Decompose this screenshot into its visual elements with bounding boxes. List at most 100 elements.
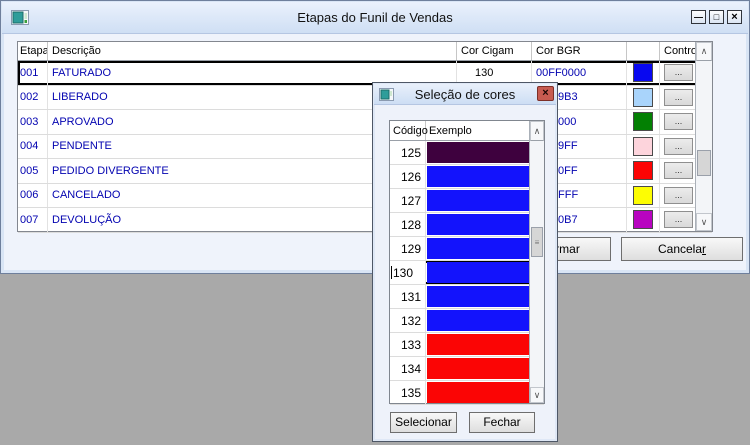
cell-etapa: 004 [18, 134, 48, 158]
color-sample [427, 286, 530, 307]
row-controls-button[interactable]: ... [664, 137, 693, 155]
cell-cor-bgr: 000 [558, 115, 577, 128]
fechar-button[interactable]: Fechar [469, 412, 535, 433]
color-table-scrollbar[interactable]: ∧ ≡ ∨ [529, 121, 544, 403]
column-header-cor-bgr[interactable]: Cor BGR [532, 42, 627, 60]
color-swatch [633, 136, 653, 156]
cell-codigo: 127 [390, 189, 426, 212]
column-header-etapa[interactable]: Etapa [18, 42, 48, 60]
row-controls-button[interactable]: ... [664, 64, 693, 82]
color-table-header: Código Exemplo [390, 121, 544, 141]
color-row[interactable]: 132 [390, 309, 544, 333]
row-controls-button[interactable]: ... [664, 211, 693, 229]
minimize-button[interactable]: — [691, 10, 706, 24]
row-controls-button[interactable]: ... [664, 88, 693, 106]
color-swatch [633, 161, 653, 181]
cell-codigo: 134 [390, 357, 426, 380]
table-row[interactable]: 001 FATURADO 130 00FF0000 ... [18, 61, 712, 86]
color-table: Código Exemplo 125 126 127 128 129 130 [389, 120, 545, 405]
cell-cor-bgr: 00FF0000 [532, 61, 627, 85]
row-controls-button[interactable]: ... [664, 186, 693, 204]
cancel-button[interactable]: Cancelar [621, 237, 743, 261]
scrollbar-thumb[interactable]: ≡ [531, 227, 543, 257]
column-header-codigo[interactable]: Código [390, 121, 428, 140]
color-sample [427, 334, 530, 355]
color-row[interactable]: 133 [390, 333, 544, 357]
column-header-descricao[interactable]: Descrição [48, 42, 457, 60]
color-sample [427, 358, 530, 379]
color-sample [427, 142, 530, 163]
row-controls-button[interactable]: ... [664, 162, 693, 180]
column-header-exemplo[interactable]: Exemplo [429, 125, 472, 137]
cell-codigo: 133 [390, 333, 426, 356]
table-header: Etapa Descrição Cor Cigam Cor BGR Contro… [18, 42, 712, 61]
cell-codigo: 130 [393, 265, 414, 280]
table-row[interactable]: 003 APROVADO 000 ... [18, 110, 712, 135]
color-row-selected[interactable]: 130 [390, 261, 544, 285]
dialog-icon [379, 87, 394, 101]
column-header-swatch[interactable] [627, 42, 660, 60]
cell-etapa: 003 [18, 110, 48, 134]
table-row[interactable]: 002 LIBERADO 9B3 ... [18, 85, 712, 110]
scroll-up-icon[interactable]: ∧ [530, 121, 544, 141]
cell-cor-cigam: 130 [475, 66, 494, 79]
cell-codigo: 132 [390, 309, 426, 332]
color-row[interactable]: 125 [390, 141, 544, 165]
color-row[interactable]: 134 [390, 357, 544, 381]
color-selection-dialog: Seleção de cores × Código Exemplo 125 12… [372, 82, 558, 442]
color-row[interactable]: 127 [390, 189, 544, 213]
table-row[interactable]: 004 PENDENTE 9FF ... [18, 134, 712, 159]
cell-etapa: 002 [18, 85, 48, 109]
row-controls-button[interactable]: ... [664, 113, 693, 131]
cell-descricao: FATURADO [48, 61, 457, 85]
color-sample [427, 382, 530, 403]
window-title: Etapas do Funil de Vendas [297, 10, 453, 25]
cell-codigo: 129 [390, 237, 426, 260]
color-sample [427, 262, 530, 283]
select-button[interactable]: Selecionar [390, 412, 457, 433]
cell-cor-bgr: 0FF [558, 164, 578, 177]
color-row[interactable]: 131 [390, 285, 544, 309]
column-header-controles[interactable]: Controles [664, 45, 697, 57]
color-swatch [633, 210, 653, 230]
cell-codigo: 131 [390, 285, 426, 308]
table-row[interactable]: 005 PEDIDO DIVERGENTE 0FF ... [18, 159, 712, 184]
cell-cor-bgr: 0B7 [558, 213, 578, 226]
app-icon [11, 10, 29, 25]
color-sample [427, 214, 530, 235]
stages-table: Etapa Descrição Cor Cigam Cor BGR Contro… [17, 41, 713, 233]
maximize-button[interactable]: □ [709, 10, 724, 24]
modal-close-button[interactable]: × [537, 86, 554, 101]
cell-codigo: 128 [390, 213, 426, 236]
table-row[interactable]: 007 DEVOLUÇÃO 0B7 ... [18, 208, 712, 233]
cancel-label: Cancela [657, 242, 703, 256]
color-row[interactable]: 135 [390, 381, 544, 405]
cancel-mnemonic: r [702, 242, 707, 256]
codigo-edit-field[interactable]: 130 [390, 261, 426, 284]
main-titlebar[interactable]: Etapas do Funil de Vendas — □ × [2, 2, 748, 34]
table-scrollbar[interactable]: ∧ ∨ [695, 42, 712, 231]
color-row[interactable]: 129 [390, 237, 544, 261]
table-row[interactable]: 006 CANCELADO FFF ... [18, 183, 712, 208]
scroll-down-icon[interactable]: ∨ [530, 387, 544, 403]
close-button[interactable]: × [727, 10, 742, 24]
column-header-cor-cigam[interactable]: Cor Cigam [457, 42, 532, 60]
cell-etapa: 007 [18, 208, 48, 232]
cell-cor-bgr: 9B3 [558, 91, 578, 104]
scroll-up-icon[interactable]: ∧ [696, 42, 712, 61]
cell-codigo: 135 [390, 381, 426, 404]
cell-cor-bgr: 9FF [558, 140, 578, 153]
color-swatch [633, 87, 653, 107]
color-row[interactable]: 126 [390, 165, 544, 189]
color-sample [427, 310, 530, 331]
cell-codigo: 126 [390, 165, 426, 188]
cell-etapa: 006 [18, 183, 48, 207]
modal-titlebar[interactable]: Seleção de cores [374, 84, 556, 105]
color-row[interactable]: 128 [390, 213, 544, 237]
scrollbar-thumb[interactable] [697, 150, 711, 176]
color-sample [427, 238, 530, 259]
scroll-down-icon[interactable]: ∨ [696, 213, 712, 231]
text-caret [391, 266, 392, 279]
modal-title: Seleção de cores [414, 86, 516, 102]
cell-cor-bgr: FFF [558, 189, 579, 202]
